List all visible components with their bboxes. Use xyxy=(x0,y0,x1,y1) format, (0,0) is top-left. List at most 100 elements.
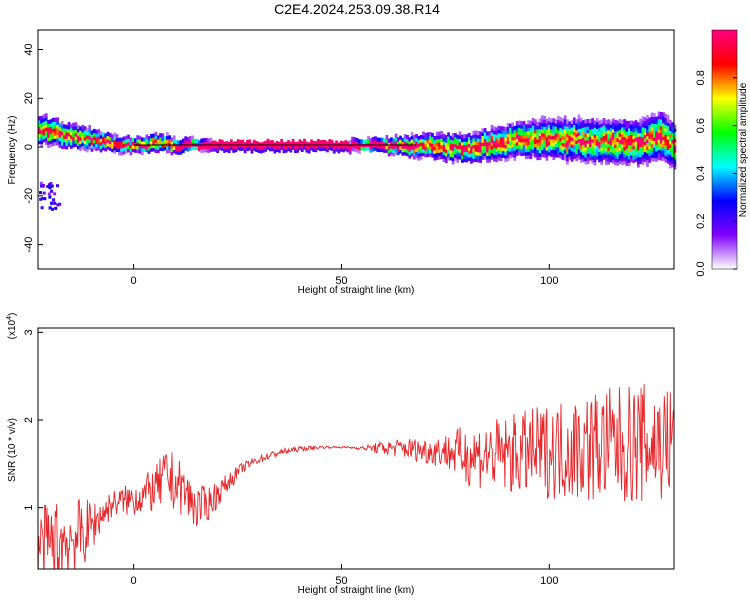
heatmap-cell xyxy=(545,153,549,158)
heatmap-cell xyxy=(659,146,663,151)
heatmap-cell xyxy=(666,125,670,130)
heatmap-cell xyxy=(495,151,498,156)
heatmap-cell xyxy=(655,133,658,138)
heatmap-cell xyxy=(47,130,50,135)
heatmap-cell xyxy=(294,145,297,150)
heatmap-cell xyxy=(550,142,553,147)
heatmap-cell xyxy=(579,134,583,139)
heatmap-cell xyxy=(586,125,590,130)
heatmap-cell xyxy=(202,148,206,153)
heatmap-cell xyxy=(378,141,382,146)
heatmap-cell xyxy=(490,128,494,133)
heatmap-cell xyxy=(486,155,489,160)
heatmap-cell xyxy=(186,137,190,142)
heatmap-cell xyxy=(504,130,508,135)
heatmap-cell xyxy=(50,184,54,188)
heatmap-cell xyxy=(403,141,407,146)
heatmap-cell xyxy=(76,131,80,136)
heatmap-cell xyxy=(600,123,604,128)
heatmap-cell xyxy=(671,152,674,158)
heatmap-cell xyxy=(435,145,439,150)
heatmap-cell xyxy=(538,131,542,137)
heatmap-cell xyxy=(525,127,528,132)
heatmap-cell xyxy=(655,143,658,149)
heatmap-cell xyxy=(627,148,631,153)
heatmap-cell xyxy=(650,143,654,148)
heatmap-cell xyxy=(506,150,510,155)
heatmap-cell xyxy=(671,139,674,144)
heatmap-cell xyxy=(170,137,174,142)
heatmap-cell xyxy=(568,152,572,157)
heatmap-cell xyxy=(250,149,254,154)
heatmap-cell xyxy=(303,138,306,143)
heatmap-cell xyxy=(445,145,448,150)
heatmap-cell xyxy=(447,146,450,151)
heatmap-cell xyxy=(515,144,519,150)
heatmap-cell xyxy=(538,128,542,133)
heatmap-cell xyxy=(426,139,430,144)
heatmap-cell xyxy=(671,132,674,137)
heatmap-cell xyxy=(115,144,119,149)
heatmap-cell xyxy=(506,139,510,145)
heatmap-cell xyxy=(241,146,245,151)
heatmap-cell xyxy=(509,147,512,152)
heatmap-cell xyxy=(419,138,423,143)
heatmap-cell xyxy=(538,152,542,157)
spectrogram-frame xyxy=(37,29,675,270)
heatmap-cell xyxy=(220,146,224,151)
heatmap-cell xyxy=(554,136,558,141)
heatmap-cell xyxy=(616,154,620,159)
heatmap-cell xyxy=(40,122,43,127)
heatmap-cell xyxy=(488,155,492,160)
heatmap-cell xyxy=(504,157,508,162)
heatmap-cell xyxy=(39,191,42,195)
heatmap-cell xyxy=(433,139,437,144)
heatmap-cell xyxy=(577,114,581,119)
heatmap-cell xyxy=(584,153,588,158)
heatmap-cell xyxy=(657,138,661,144)
heatmap-cell xyxy=(415,154,418,159)
heatmap-cell xyxy=(506,157,510,162)
heatmap-cell xyxy=(67,128,71,133)
heatmap-cell xyxy=(40,129,43,134)
heatmap-cell xyxy=(268,143,272,148)
heatmap-cell xyxy=(543,150,546,155)
heatmap-cell xyxy=(643,137,647,142)
heatmap-cell xyxy=(332,146,336,151)
heatmap-cell xyxy=(673,134,677,139)
heatmap-cell xyxy=(593,151,597,156)
heatmap-cell xyxy=(650,140,654,145)
heatmap-cell xyxy=(113,135,117,141)
heatmap-cell xyxy=(586,139,590,144)
heatmap-cell xyxy=(527,123,530,128)
heatmap-cell xyxy=(108,136,112,141)
heatmap-cell xyxy=(605,120,608,125)
heatmap-cell xyxy=(531,152,535,157)
heatmap-cell xyxy=(490,155,494,160)
heatmap-cell xyxy=(577,135,581,140)
heatmap-cell xyxy=(671,142,674,147)
heatmap-cell xyxy=(650,153,654,158)
heatmap-cell xyxy=(614,119,617,125)
heatmap-cell xyxy=(611,142,615,147)
heatmap-cell xyxy=(445,152,448,157)
heatmap-cell xyxy=(122,143,126,148)
heatmap-cell xyxy=(541,139,544,144)
heatmap-cell xyxy=(83,133,87,138)
heatmap-cell xyxy=(113,142,117,147)
heatmap-cell xyxy=(598,127,601,132)
heatmap-cell xyxy=(44,133,48,138)
heatmap-cell xyxy=(518,141,521,146)
heatmap-cell xyxy=(534,119,537,124)
heatmap-cell xyxy=(273,145,277,151)
heatmap-cell xyxy=(545,149,549,154)
heatmap-cell xyxy=(541,122,544,127)
heatmap-cell xyxy=(280,142,283,147)
heatmap-cell xyxy=(294,148,297,153)
heatmap-cell xyxy=(490,135,494,140)
heatmap-cell xyxy=(541,149,544,154)
heatmap-cell xyxy=(177,143,181,149)
heatmap-cell xyxy=(47,133,50,138)
heatmap-cell xyxy=(403,137,407,142)
heatmap-cell xyxy=(495,130,498,135)
